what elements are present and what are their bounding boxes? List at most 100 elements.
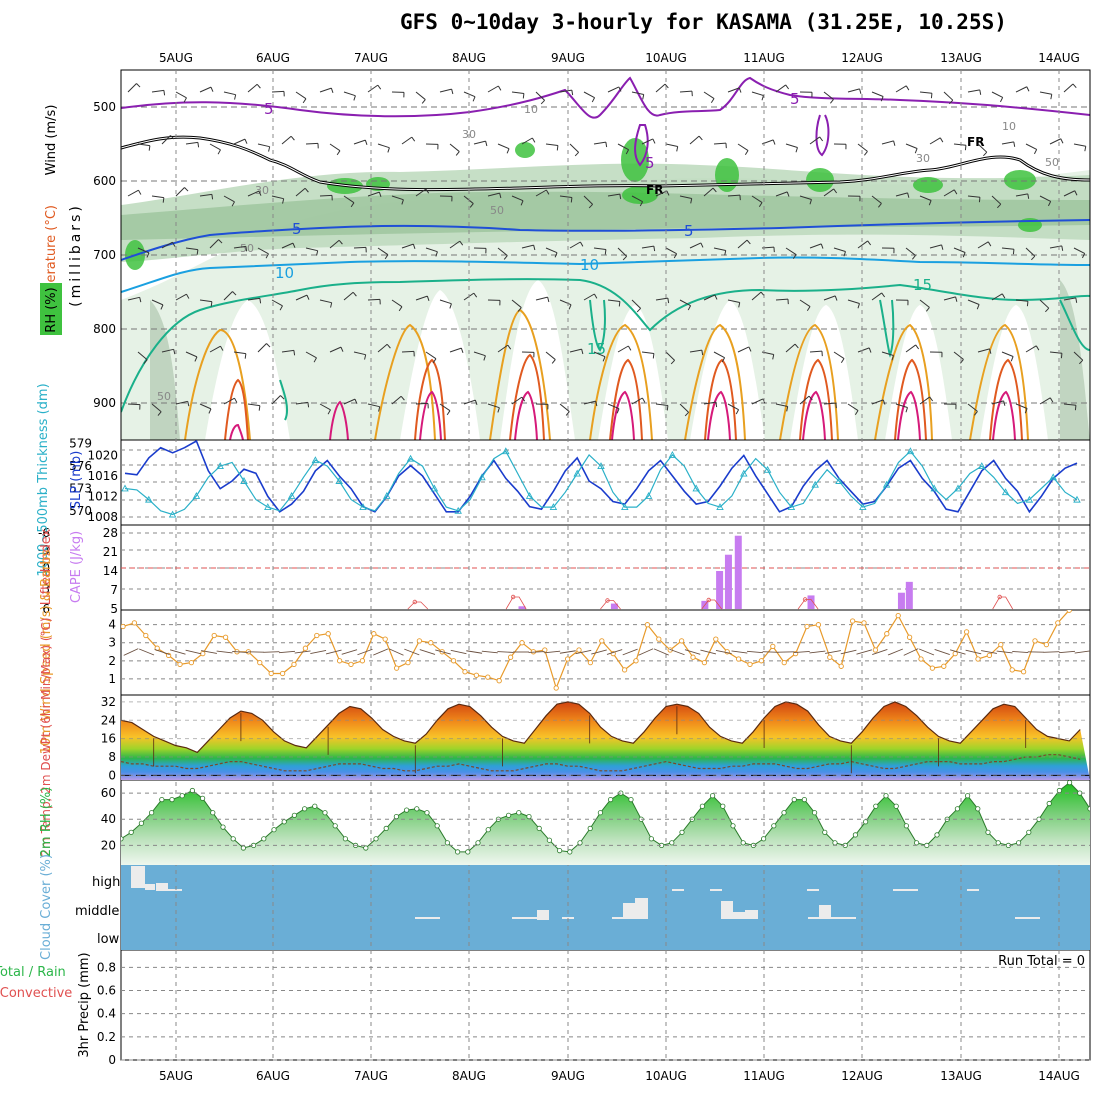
wind-barb-flag	[350, 202, 355, 208]
wind-barb	[1049, 351, 1062, 354]
cloud-bar	[156, 883, 168, 891]
wind-barb	[727, 87, 740, 93]
wind-barb	[415, 295, 428, 301]
wind-barb-flag	[522, 93, 525, 99]
wind-barb-flag	[834, 295, 838, 301]
rh-marker	[883, 793, 889, 799]
date-label-bottom: 10AUG	[645, 1069, 687, 1083]
wind-barb-flag	[472, 96, 476, 102]
wind-barb-flag	[690, 198, 693, 204]
rh-marker	[261, 836, 267, 842]
wind-barb	[343, 195, 355, 204]
wind-marker	[1043, 641, 1050, 648]
wind-marker	[222, 634, 229, 640]
wind-marker	[861, 620, 867, 626]
rh-marker	[913, 840, 920, 846]
rh-label: 50	[240, 242, 254, 255]
wind-marker	[302, 645, 309, 651]
thickness-marker	[644, 491, 653, 499]
y-tick-label: 600	[93, 174, 116, 188]
wind-barb-flag	[307, 402, 310, 408]
wind-barb	[127, 189, 139, 197]
date-label-top: 14AUG	[1038, 51, 1080, 65]
cloud-bar	[635, 898, 648, 919]
wind-barb-flag	[863, 151, 868, 156]
li-marker	[510, 594, 516, 600]
date-label-bottom: 5AUG	[159, 1069, 193, 1083]
wind-barb-flag	[208, 408, 212, 414]
wind-barb-flag	[1074, 405, 1077, 411]
wind-barb	[872, 648, 888, 656]
cloud-bar	[893, 889, 918, 891]
wind-barb-flag	[313, 357, 317, 363]
cloud-bar	[415, 917, 440, 919]
wind-barb	[847, 403, 859, 411]
wind-barb	[388, 648, 404, 656]
wind-barb	[185, 351, 198, 358]
wind-barb-flag	[469, 203, 474, 208]
wind-marker	[678, 638, 685, 644]
wind-marker	[211, 632, 217, 639]
wind-barb-flag	[738, 302, 741, 308]
wind-barb-flag	[701, 350, 704, 356]
rh-area	[121, 782, 1090, 865]
lifted-index-label: Lifted Index	[39, 528, 54, 605]
wind-barb	[319, 194, 333, 197]
wind-barb-flag	[170, 135, 175, 140]
wind-barb-flag	[157, 411, 162, 416]
wind-barb-flag	[653, 246, 656, 252]
wind-barb-flag	[939, 137, 944, 143]
wind-barb	[353, 139, 366, 145]
rh-marker	[301, 806, 308, 812]
rh-marker	[771, 823, 777, 829]
wind-marker	[200, 650, 206, 657]
wind-barb	[161, 241, 173, 249]
wind-barb	[929, 137, 941, 145]
rh-marker	[556, 847, 563, 854]
y-tick-label: 0.6	[97, 984, 116, 998]
thickness-marker	[1025, 495, 1034, 503]
wind-marker	[998, 641, 1004, 648]
wind-barb	[919, 396, 931, 405]
wind-barb	[528, 651, 545, 653]
wind-barb-flag	[959, 359, 964, 364]
wind-marker	[405, 659, 411, 666]
wind-barb	[319, 403, 331, 411]
wind-barb	[607, 193, 620, 197]
wind-barb	[295, 401, 308, 405]
wind-barb-flag	[551, 359, 556, 364]
wind-barb	[949, 649, 966, 655]
wind-barb-flag	[279, 305, 283, 311]
thickness-marker	[740, 469, 748, 477]
y-tick-label: 24	[101, 713, 116, 727]
date-label-bottom: 14AUG	[1038, 1069, 1080, 1083]
rh-marker	[403, 807, 410, 813]
wind-barb	[833, 351, 845, 359]
wind-barb-flag	[401, 199, 404, 205]
wind-barb-flag	[1061, 245, 1064, 251]
wind-barb	[123, 648, 139, 656]
temp-line	[121, 701, 1081, 754]
wind-barb-flag	[218, 239, 223, 244]
wind-barb	[703, 294, 716, 301]
wind-marker	[986, 652, 993, 659]
wind-barb	[1063, 297, 1076, 301]
wind-barb	[934, 648, 950, 656]
wind-barb-flag	[435, 251, 438, 257]
rh-marker	[546, 837, 553, 843]
wind-barb-flag	[378, 406, 381, 412]
rh-marker	[587, 825, 593, 832]
y-tick-label: 28	[103, 526, 118, 540]
wind-barb-flag	[588, 203, 593, 209]
dewpt-line	[121, 754, 1081, 772]
wind-marker	[325, 631, 331, 637]
wind-barb-flag	[446, 410, 451, 416]
rh-marker	[985, 829, 991, 835]
wind-barb-flag	[622, 255, 627, 261]
temp-label: 15	[587, 340, 606, 358]
wind-barb	[593, 351, 606, 358]
wind-barb	[511, 195, 524, 202]
rh-marker	[444, 840, 450, 846]
wind-barb	[305, 142, 319, 145]
wind-marker	[314, 632, 320, 639]
